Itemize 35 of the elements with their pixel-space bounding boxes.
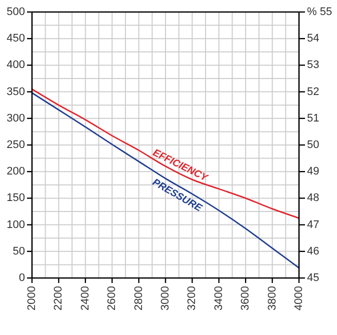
y2-tick-label: 46 <box>307 245 320 258</box>
y-tick-label: 200 <box>6 166 25 178</box>
y2-tick-label: 50 <box>307 139 320 151</box>
x-tick-label: 2800 <box>132 286 145 310</box>
line-series <box>31 88 300 219</box>
y-tick-label: 250 <box>6 139 25 151</box>
x-tick-label: 3200 <box>186 286 198 310</box>
x-tick-label: 4000 <box>293 286 305 310</box>
y2-tick-label: 54 <box>307 32 320 45</box>
y2-tick-label: 47 <box>307 218 320 231</box>
y-tick-label: 500 <box>6 6 25 18</box>
x-tick-label: 3000 <box>160 286 172 310</box>
y-tick-label: 300 <box>6 112 25 124</box>
x-tick-label: 2400 <box>79 286 92 310</box>
y-tick-label: 450 <box>6 32 25 45</box>
y2-tick-label: 48 <box>307 192 320 204</box>
y-tick-label: 400 <box>6 59 25 72</box>
y-tick-label: 100 <box>6 218 25 231</box>
y2-tick-label: 51 <box>307 112 320 124</box>
y-tick-label: 350 <box>6 86 25 98</box>
y2-tick-label: 52 <box>307 86 320 98</box>
x-tick-label: 2000 <box>26 286 38 310</box>
line-series <box>31 92 300 269</box>
y-tick-label: 0 <box>18 272 25 284</box>
y2-tick-label: 49 <box>307 166 320 178</box>
y2-tick-label: 53 <box>307 59 320 72</box>
y2-tick-label: % 55 <box>307 6 332 18</box>
y-tick-label: 150 <box>6 192 25 204</box>
x-tick-label: 3800 <box>266 286 278 310</box>
x-tick-label: 2600 <box>106 286 118 310</box>
y-tick-label: 50 <box>12 245 25 258</box>
x-tick-label: 3600 <box>240 286 252 310</box>
x-tick-label: 2200 <box>52 286 65 310</box>
y2-tick-label: 45 <box>307 272 320 284</box>
x-tick-label: 3400 <box>212 286 225 310</box>
